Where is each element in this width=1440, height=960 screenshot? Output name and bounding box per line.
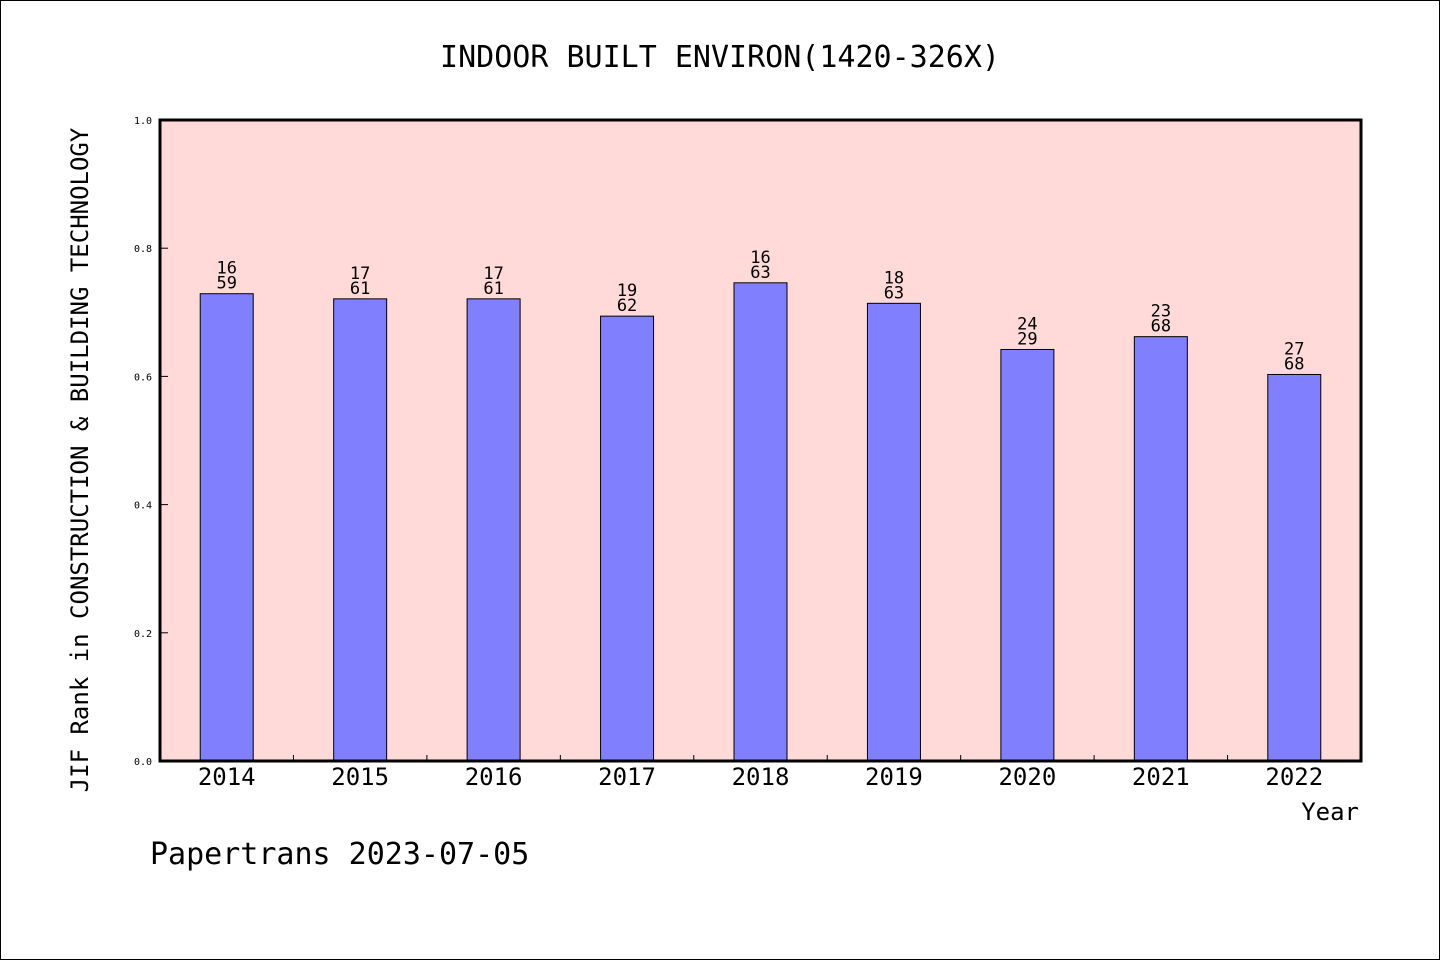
data-label-total: 63 <box>750 263 770 283</box>
y-tick-label: 0.8 <box>134 244 152 255</box>
data-label-total: 61 <box>483 279 503 299</box>
y-axis-label: JIF Rank in CONSTRUCTION & BUILDING TECH… <box>66 127 94 792</box>
data-label-rank: 19 <box>617 281 637 301</box>
plot-border <box>158 118 1363 763</box>
x-tick-label: 2022 <box>1265 763 1323 791</box>
x-tick-label: 2018 <box>732 763 790 791</box>
x-tick-label: 2016 <box>465 763 523 791</box>
bar-2022 <box>1267 373 1322 762</box>
data-label-total: 63 <box>884 283 904 303</box>
data-label-rank: 16 <box>216 259 236 279</box>
data-label-total: 59 <box>216 274 236 294</box>
footer-credit: Papertrans 2023-07-05 <box>150 837 529 872</box>
x-tick-label: 2014 <box>198 763 256 791</box>
x-tick-label: 2021 <box>1132 763 1190 791</box>
x-axis-label: Year <box>1301 798 1359 826</box>
data-label-total: 68 <box>1151 317 1171 337</box>
data-label-total: 61 <box>350 279 370 299</box>
bar-2016 <box>466 298 521 762</box>
bar-2017 <box>600 315 655 762</box>
bar-2021 <box>1133 336 1188 762</box>
bar-2020 <box>1000 348 1055 762</box>
x-tick-label: 2015 <box>331 763 389 791</box>
data-label-rank: 27 <box>1284 339 1304 359</box>
bar-2015 <box>333 298 388 762</box>
chart-title: INDOOR BUILT ENVIRON(1420-326X) <box>440 40 1000 75</box>
data-label-rank: 23 <box>1151 302 1171 322</box>
data-label-rank: 16 <box>750 248 770 268</box>
data-label-total: 29 <box>1017 329 1037 349</box>
data-label-total: 68 <box>1284 354 1304 374</box>
bar-2019 <box>866 302 921 762</box>
bar-2018 <box>733 282 788 762</box>
y-tick-label: 0.4 <box>134 501 152 512</box>
x-tick-label: 2019 <box>865 763 923 791</box>
data-label-rank: 17 <box>350 264 370 284</box>
y-tick-label: 0.6 <box>134 372 152 383</box>
x-tick-label: 2017 <box>598 763 656 791</box>
data-label-total: 62 <box>617 296 637 316</box>
y-tick-label: 1.0 <box>134 116 152 127</box>
x-tick-label: 2020 <box>998 763 1056 791</box>
y-tick-label: 0.2 <box>134 629 152 640</box>
data-label-rank: 18 <box>884 268 904 288</box>
data-label-rank: 24 <box>1017 314 1037 334</box>
x-axis-ticks: 2014 2015 2016 2017 2018 2019 2020 2021 2022 <box>198 755 1323 791</box>
y-tick-label: 0.0 <box>134 757 152 768</box>
bar-2014 <box>199 293 254 762</box>
data-label-rank: 17 <box>483 264 503 284</box>
bars <box>199 282 1322 762</box>
